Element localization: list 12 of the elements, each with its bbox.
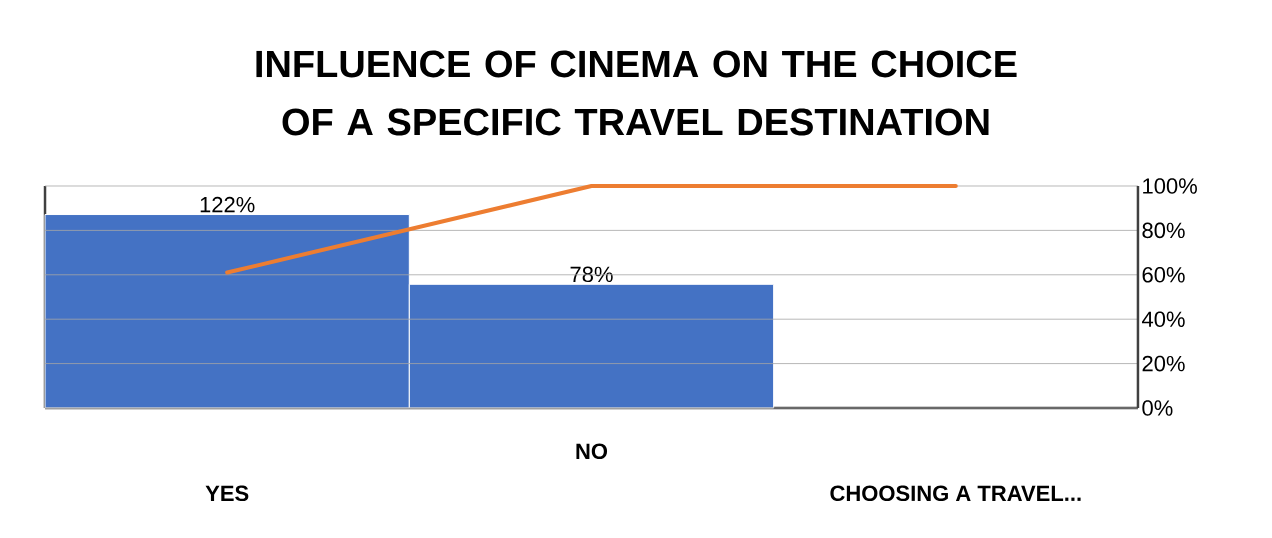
y2-tick-label: 0% [1142, 400, 1173, 416]
y2-tick-label: 80% [1142, 222, 1185, 239]
y2-tick-label: 20% [1142, 355, 1185, 372]
y2-tick-label: 100% [1143, 178, 1197, 194]
data-label: 78% [570, 266, 613, 283]
y2-tick-label: 40% [1141, 311, 1185, 327]
data-label: 122% [200, 196, 255, 213]
y2-tick-label: 60% [1142, 266, 1185, 283]
x-tick-label: NO [576, 443, 608, 460]
x-tick-label: CHOOSING A TRAVEL... [830, 485, 1081, 502]
x-tick-label: YES [205, 485, 249, 502]
chart-title: INFLUENCE OF CINEMA ON THE CHOICE OF A SPECIFIC TRAVEL DESTINATION [256, 50, 1017, 136]
